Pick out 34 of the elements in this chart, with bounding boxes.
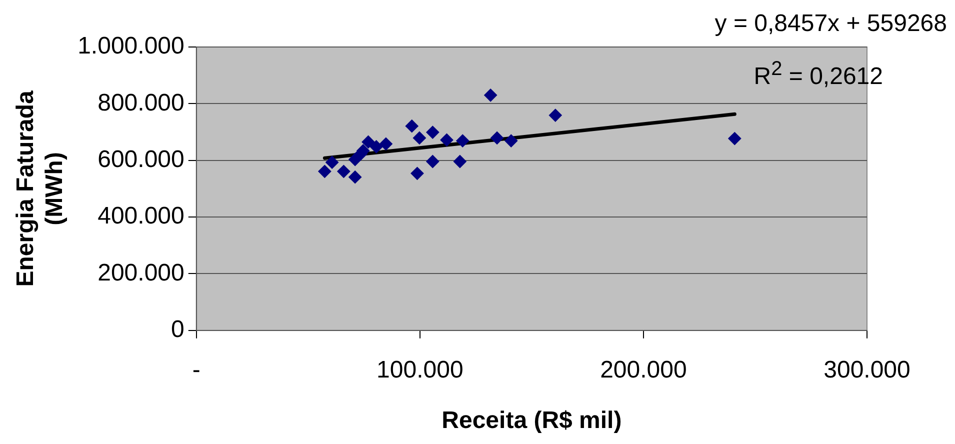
point bbox=[326, 156, 339, 169]
x-tick-label: 100.000 bbox=[376, 356, 464, 384]
text: y = 0,8457x + 559268 bbox=[714, 10, 947, 38]
x-axis-title: Receita (R$ mil) bbox=[442, 407, 622, 434]
y-tick-label: 800.000 bbox=[98, 89, 184, 116]
y-tick-label: 0 bbox=[171, 316, 184, 344]
point bbox=[548, 108, 562, 122]
point bbox=[412, 131, 426, 144]
point bbox=[490, 131, 504, 144]
x-tick-label: - bbox=[192, 356, 200, 384]
point bbox=[362, 135, 375, 148]
point bbox=[410, 166, 424, 180]
y-axis-title: Energia Faturada (MWh) bbox=[12, 90, 68, 287]
point bbox=[348, 170, 362, 184]
point bbox=[379, 137, 392, 150]
point bbox=[453, 154, 466, 168]
y-tick-label: 400.000 bbox=[98, 202, 184, 230]
y-tick-label: 600.000 bbox=[98, 146, 184, 173]
y-tick-label: 200.000 bbox=[98, 259, 184, 286]
point bbox=[318, 164, 332, 178]
x-tick-label: 200.000 bbox=[600, 356, 687, 384]
point bbox=[370, 140, 383, 154]
y-tick-label: 1.000.000 bbox=[78, 32, 184, 60]
point bbox=[426, 154, 440, 168]
point bbox=[484, 88, 498, 102]
point bbox=[440, 133, 454, 146]
point bbox=[405, 120, 418, 133]
x-tick-label: 300.000 bbox=[824, 356, 910, 384]
point bbox=[728, 132, 742, 146]
annotation: R$^{2}$ = 0,2612 bbox=[754, 58, 883, 91]
point bbox=[504, 134, 518, 148]
point bbox=[456, 134, 470, 148]
point bbox=[337, 164, 350, 178]
point bbox=[426, 126, 440, 139]
